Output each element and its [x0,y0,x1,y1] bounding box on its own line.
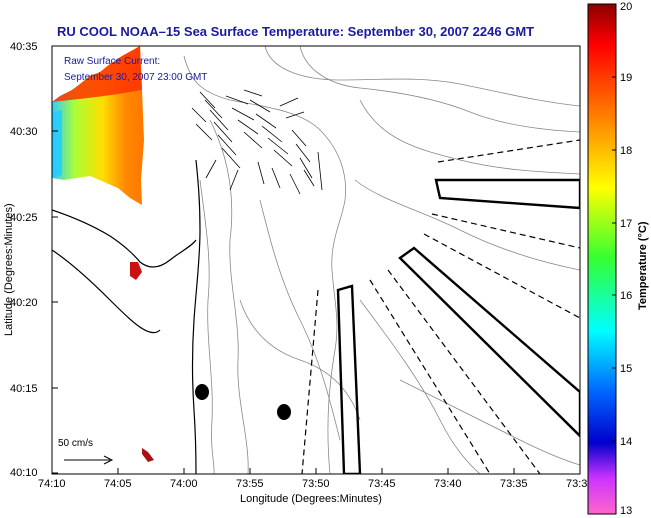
station-marker [195,384,209,400]
bathymetry-contours [183,46,580,474]
colorbar-tick-label: 16 [620,290,632,302]
x-tick-label: 73:50 [302,478,330,490]
x-tick-label: 73:3 [566,478,587,490]
y-tick-label: 40:15 [10,383,38,395]
y-tick-label: 40:30 [10,126,38,138]
current-vectors [191,89,323,195]
coastline [52,159,201,474]
sst-spot [130,262,142,280]
colorbar-ticks [612,3,616,515]
dashed-lines [301,139,580,474]
colorbar-tick-label: 17 [620,218,632,230]
colorbar-tick-label: 13 [620,505,632,517]
station-marker [277,404,291,420]
colorbar-tick-label: 20 [620,1,632,13]
y-tick-label: 40:35 [10,41,38,53]
y-ticks [52,45,58,474]
colorbar [587,3,617,515]
y-tick-label: 40:10 [10,467,38,479]
x-tick-label: 73:45 [368,478,396,490]
y-tick-label: 40:20 [10,297,38,309]
map-area: Raw Surface Current: September 30, 2007 … [52,46,580,474]
current-legend-line1: Raw Surface Current: [64,56,160,67]
x-ticks [51,468,581,474]
x-axis-label: Longitude (Degrees:Minutes) [240,493,382,505]
y-tick-label: 40:25 [10,212,38,224]
x-tick-label: 74:05 [104,478,132,490]
y-axis-label: Latitude (Degrees:Minutes) [3,203,15,336]
current-legend-line2: September 30, 2007 23:00 GMT [64,72,207,83]
colorbar-tick-label: 18 [620,145,632,157]
figure-title: RU COOL NOAA–15 Sea Surface Temperature:… [57,24,534,39]
colorbar-tick-label: 15 [620,363,632,375]
x-tick-label: 73:35 [500,478,528,490]
sst-spot [142,448,154,462]
x-tick-label: 74:10 [38,478,66,490]
colorbar-tick-label: 14 [620,436,632,448]
x-tick-label: 73:55 [236,478,264,490]
survey-polygons [336,178,580,474]
colorbar-label: Temperature (°C) [637,221,649,310]
scale-label: 50 cm/s [58,438,93,449]
x-tick-label: 74:00 [170,478,198,490]
x-tick-label: 73:40 [434,478,462,490]
colorbar-tick-label: 19 [620,72,632,84]
